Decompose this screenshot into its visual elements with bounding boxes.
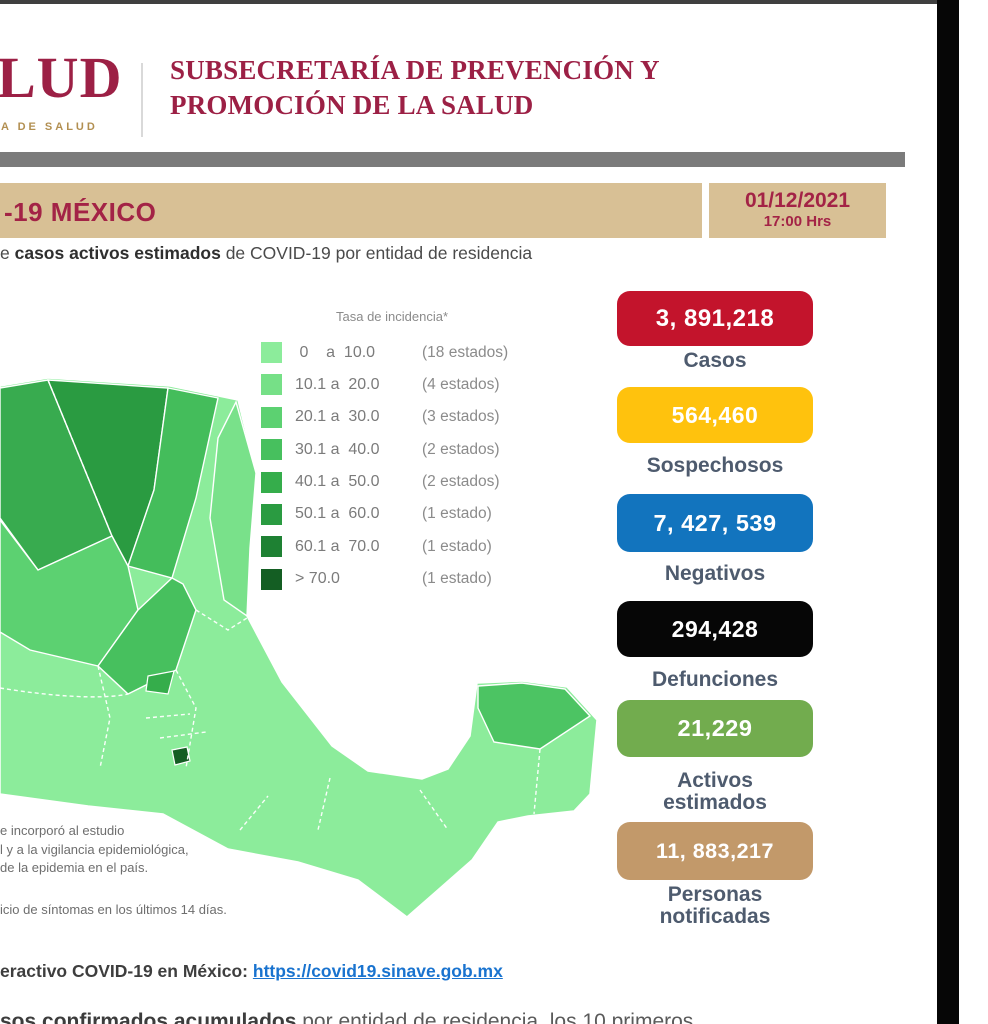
casos-label: Casos xyxy=(683,349,747,372)
legend-range: 60.1 a 70.0 xyxy=(295,537,380,555)
defunciones-label: Defunciones xyxy=(651,668,779,691)
state-zacatecas xyxy=(97,577,197,695)
map-note-line1: e incorporó al estudio xyxy=(0,823,125,838)
legend-swatch-icon xyxy=(261,342,282,363)
bottom-clipped-text: sos confirmados acumulados por entidad d… xyxy=(0,1010,693,1024)
mexico-choropleth-map xyxy=(0,378,598,918)
legend-range: 40.1 a 50.0 xyxy=(295,473,380,491)
legend-row: > 70.0 (1 estado) xyxy=(261,568,508,590)
legend-range: 30.1 a 40.0 xyxy=(295,440,380,458)
legend-count: (1 estado) xyxy=(422,570,492,588)
legend-count: (1 estado) xyxy=(422,505,492,523)
legend-row: 40.1 a 50.0 (2 estados) xyxy=(261,471,508,493)
banner-date-box: 01/12/2021 17:00 Hrs xyxy=(709,183,886,238)
logo-subtext: A DE SALUD xyxy=(1,121,98,133)
legend-swatch-icon xyxy=(261,471,282,493)
map-note-line3: de la epidemia en el país. xyxy=(0,860,149,875)
legend-row: 50.1 a 60.0 (1 estado) xyxy=(261,503,508,525)
legend-count: (1 estado) xyxy=(422,537,492,555)
subtitle-bold: casos activos estimados xyxy=(14,243,221,263)
legend-count: (4 estados) xyxy=(422,375,500,393)
personas-badge: 11, 883,217 xyxy=(617,822,813,880)
legend-range: 0 a 10.0 xyxy=(295,343,376,361)
casos-badge: 3, 891,218 xyxy=(617,291,813,346)
page-title: SUBSECRETARÍA DE PREVENCIÓN Y PROMOCIÓN … xyxy=(170,53,660,123)
negativos-label: Negativos xyxy=(664,562,766,585)
subtitle-rest: de COVID-19 por entidad de residencia xyxy=(220,243,533,263)
legend-swatch-icon xyxy=(261,536,282,558)
state-aguascalientes xyxy=(145,670,175,695)
legend-row: 0 a 10.0 (18 estados) xyxy=(261,342,508,363)
top-border-strip xyxy=(0,0,959,4)
negativos-badge: 7, 427, 539 xyxy=(617,494,813,552)
report-date: 01/12/2021 xyxy=(744,189,851,212)
legend-range: > 70.0 xyxy=(295,570,340,588)
legend-count: (2 estados) xyxy=(422,440,500,458)
report-time: 17:00 Hrs xyxy=(763,213,832,230)
legend-range: 10.1 a 20.0 xyxy=(295,375,380,393)
legend-row: 60.1 a 70.0 (1 estado) xyxy=(261,536,508,558)
legend-row: 10.1 a 20.0 (4 estados) xyxy=(261,374,508,396)
state-borders-dashed xyxy=(0,379,541,831)
subtitle-prefix: e xyxy=(0,243,15,263)
map-footnote: icio de síntomas en los últimos 14 días. xyxy=(0,902,227,917)
sospechosos-badge: 564,460 xyxy=(617,387,813,443)
incidence-legend: 0 a 10.0 (18 estados) 10.1 a 20.0 (4 est… xyxy=(261,342,508,601)
legend-swatch-icon xyxy=(261,406,282,428)
legend-row: 20.1 a 30.0 (3 estados) xyxy=(261,406,508,428)
bottom-bold-fragment: sos confirmados acumulados xyxy=(0,1010,297,1024)
map-note-line2: l y a la vigilancia epidemiológica, xyxy=(0,842,189,857)
legend-title: Tasa de incidencia* xyxy=(336,309,449,324)
state-tamaulipas xyxy=(209,400,257,618)
legend-swatch-icon xyxy=(261,439,282,461)
legend-range: 50.1 a 60.0 xyxy=(295,505,380,523)
defunciones-badge: 294,428 xyxy=(617,601,813,657)
legend-count: (18 estados) xyxy=(422,343,509,361)
gray-divider-bar xyxy=(0,152,905,167)
legend-count: (3 estados) xyxy=(422,408,500,426)
personas-label: Personas notificadas xyxy=(659,883,771,928)
activos-badge: 21,229 xyxy=(617,700,813,757)
sospechosos-label: Sospechosos xyxy=(646,454,784,477)
page-title-line2: PROMOCIÓN DE LA SALUD xyxy=(170,90,534,120)
legend-swatch-icon xyxy=(261,503,282,525)
page-title-line1: SUBSECRETARÍA DE PREVENCIÓN Y xyxy=(170,55,660,85)
legend-count: (2 estados) xyxy=(422,473,500,491)
legend-row: 30.1 a 40.0 (2 estados) xyxy=(261,439,508,461)
state-cdmx xyxy=(171,746,191,766)
state-yucatan xyxy=(477,682,592,750)
banner-band: -19 MÉXICO xyxy=(0,183,702,238)
map-subtitle: e casos activos estimados de COVID-19 po… xyxy=(0,243,532,264)
bottom-rest-fragment: por entidad de residencia, los 10 primer… xyxy=(296,1010,694,1024)
sinave-link[interactable]: https://covid19.sinave.gob.mx xyxy=(252,961,503,981)
right-black-bar xyxy=(937,0,959,1024)
salud-logo-fragment: LUD xyxy=(0,45,123,110)
legend-range: 20.1 a 30.0 xyxy=(295,408,380,426)
interactive-map-line: eractivo COVID-19 en México: https://cov… xyxy=(0,961,503,982)
link-prefix: eractivo COVID-19 en México: xyxy=(0,961,253,981)
banner-title-fragment: -19 MÉXICO xyxy=(4,197,157,227)
header-divider xyxy=(141,63,143,137)
legend-swatch-icon xyxy=(261,568,282,590)
activos-label: Activos estimados xyxy=(663,769,767,814)
legend-swatch-icon xyxy=(261,374,282,396)
